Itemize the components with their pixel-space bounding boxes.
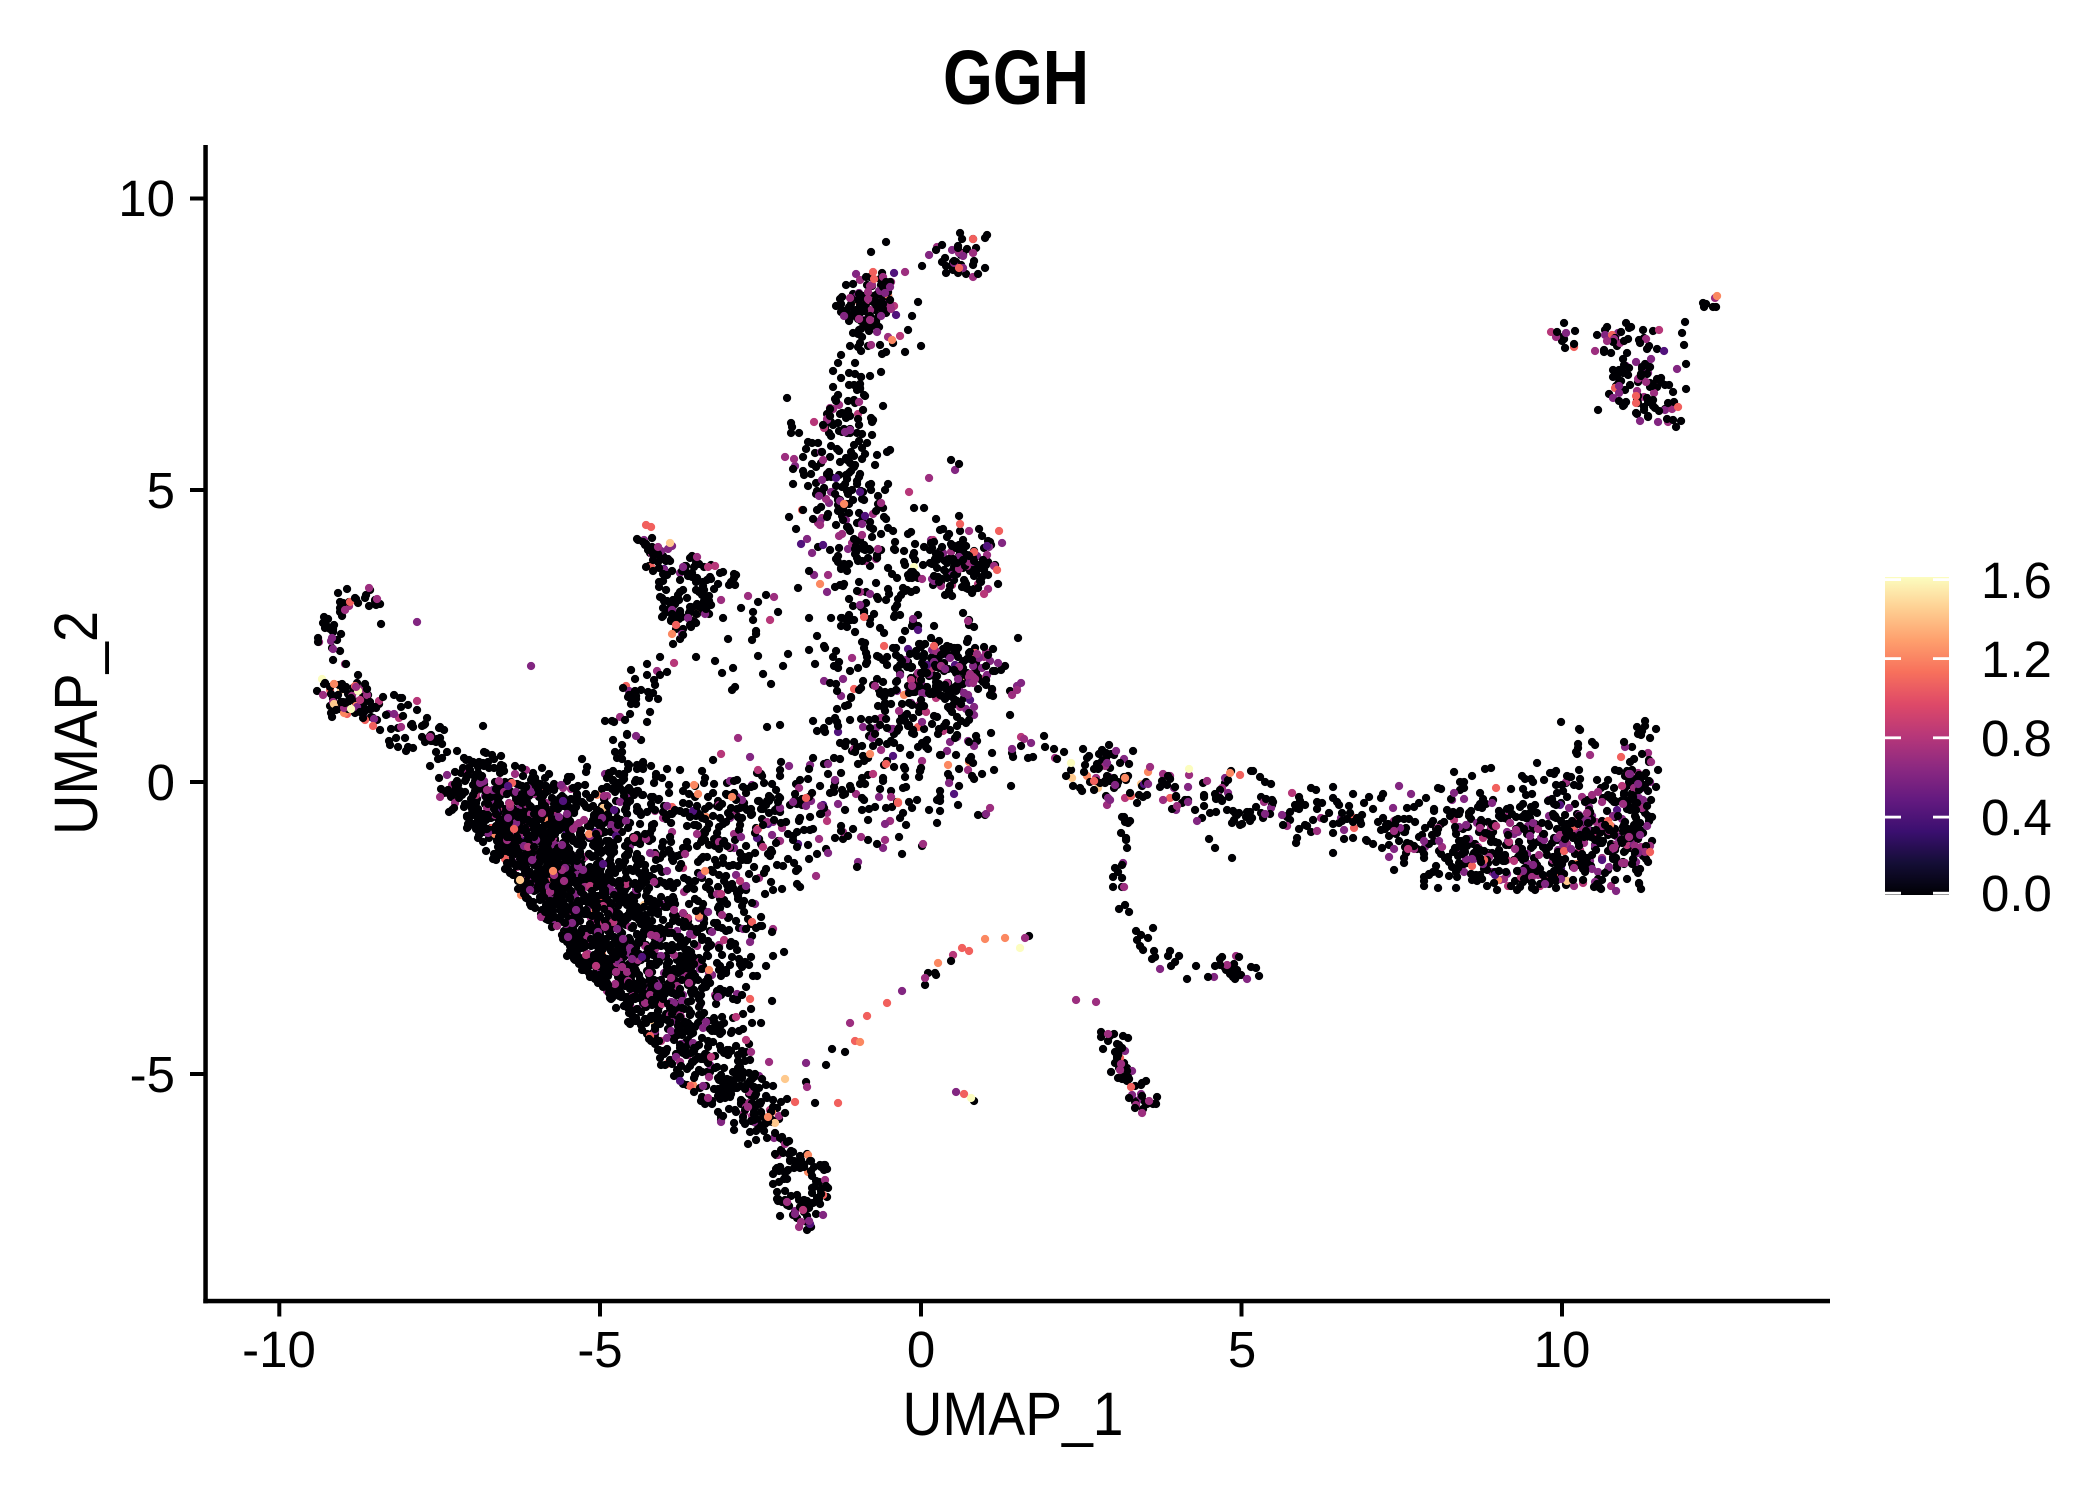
- svg-text:UMAP_1: UMAP_1: [903, 1380, 1124, 1448]
- svg-text:0.8: 0.8: [1981, 710, 2052, 767]
- svg-text:5: 5: [147, 462, 175, 519]
- svg-text:-5: -5: [130, 1046, 175, 1103]
- svg-text:UMAP_2: UMAP_2: [42, 611, 110, 835]
- svg-text:-5: -5: [577, 1321, 622, 1378]
- svg-text:0: 0: [147, 754, 175, 811]
- svg-text:5: 5: [1228, 1321, 1256, 1378]
- svg-text:-10: -10: [242, 1321, 316, 1378]
- svg-text:10: 10: [1534, 1321, 1591, 1378]
- svg-text:GGH: GGH: [943, 35, 1089, 121]
- svg-text:1.2: 1.2: [1981, 631, 2052, 688]
- svg-text:0: 0: [907, 1321, 935, 1378]
- svg-text:0.0: 0.0: [1981, 865, 2052, 922]
- svg-text:0.4: 0.4: [1981, 789, 2052, 846]
- svg-text:1.6: 1.6: [1981, 552, 2052, 609]
- svg-text:10: 10: [118, 170, 175, 227]
